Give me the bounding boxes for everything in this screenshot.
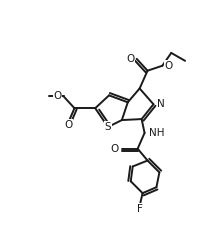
Text: F: F [137, 204, 143, 214]
Text: O: O [53, 91, 62, 101]
Text: NH: NH [149, 128, 164, 138]
Text: N: N [157, 99, 165, 109]
Text: O: O [111, 144, 119, 154]
Text: O: O [64, 120, 73, 130]
Text: S: S [105, 122, 111, 132]
Text: O: O [164, 61, 172, 71]
Text: O: O [127, 54, 135, 64]
